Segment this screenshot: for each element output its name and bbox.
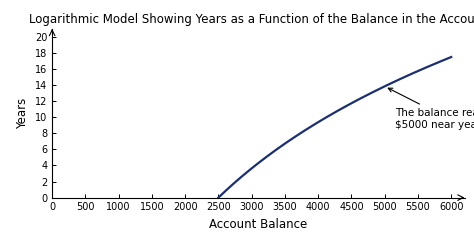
Y-axis label: Years: Years: [16, 98, 29, 129]
Title: Logarithmic Model Showing Years as a Function of the Balance in the Account: Logarithmic Model Showing Years as a Fun…: [29, 13, 474, 26]
X-axis label: Account Balance: Account Balance: [209, 218, 308, 231]
Text: The balance reaches
$5000 near year 14: The balance reaches $5000 near year 14: [388, 88, 474, 130]
